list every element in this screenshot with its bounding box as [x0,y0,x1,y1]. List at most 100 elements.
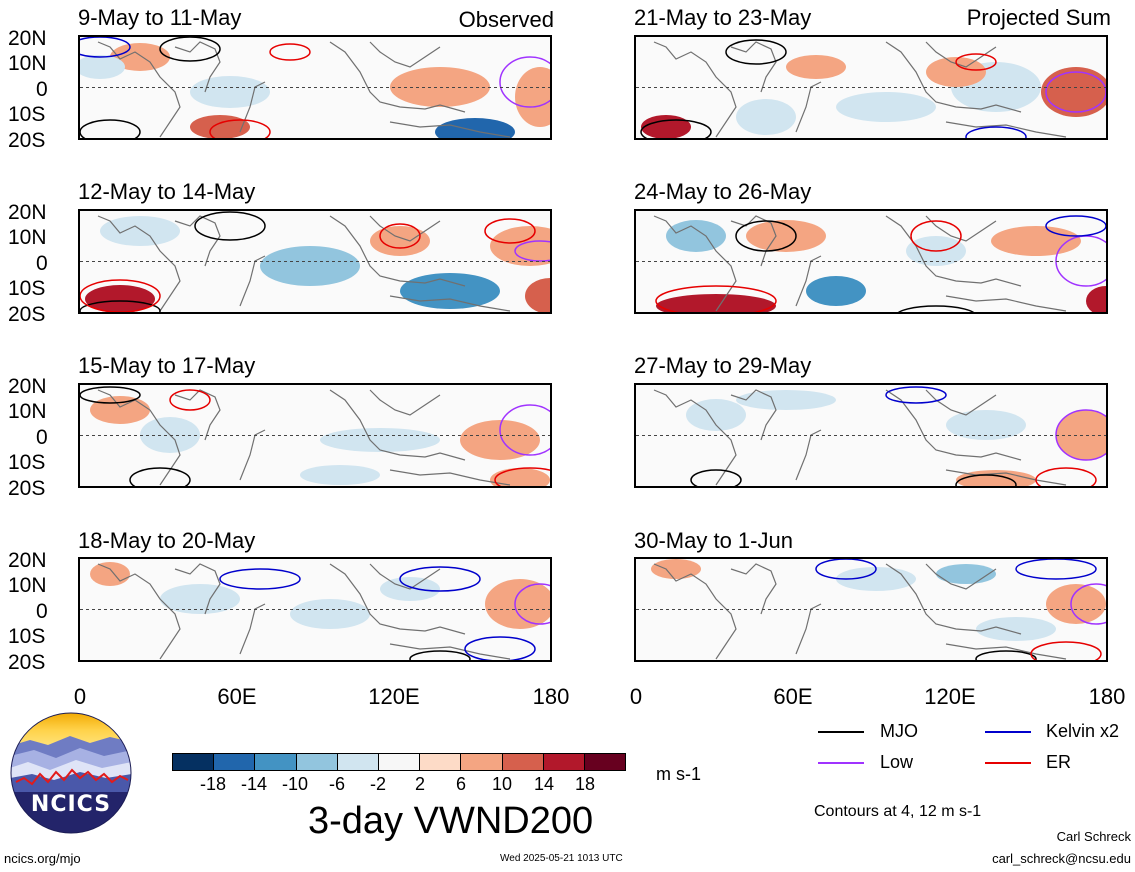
anomaly-shading [786,55,846,79]
coastline [239,429,266,481]
contour-line [80,386,141,404]
coastline [97,215,181,312]
lon-label-120e: 120E [924,684,976,709]
contour-line [269,43,311,61]
colorbar-tick: 2 [414,774,426,794]
coastline [885,389,1022,461]
map-panel-graphic [636,386,1106,486]
anomaly-shading [1046,584,1106,624]
colorbar-unit: m s-1 [656,764,701,784]
map-panel-graphic [636,39,1106,138]
anomaly-shading [806,276,866,306]
coastline [329,215,466,287]
map-panel [78,383,552,488]
coastline [369,563,441,590]
anomaly-shading [110,43,170,71]
coastline [730,41,777,93]
colorbar-tick: 6 [455,774,467,794]
contour-line [80,37,131,58]
contour-line [80,300,161,312]
contour-line [815,559,877,580]
lat-label-0: 0 [36,600,48,623]
right-panel-3-title: 27-May to 29-May [634,353,812,378]
contour-line [655,285,777,312]
coastline [369,41,441,68]
coastline [925,563,997,590]
lat-label-20n: 20N [8,375,47,398]
contour-line [464,636,536,660]
main-title: 3-day VWND200 [308,800,594,842]
coastline [329,389,466,461]
footer-email: carl_schreck@ncsu.edu [992,851,1131,866]
coastline [945,643,1067,660]
coastline [885,215,1022,287]
right-panel-1-title: 21-May to 23-May [634,5,812,30]
coastline [97,41,181,138]
map-panel [78,209,552,314]
contour-line [194,211,266,241]
coastline [329,563,466,635]
coastline [389,295,511,312]
coastline [369,389,441,416]
lon-label-120e: 120E [368,684,420,709]
map-panel-graphic [80,211,550,312]
lon-label-60e: 60E [217,684,257,709]
anomaly-shading [651,559,701,579]
colorbar-tick: -10 [281,774,309,794]
anomaly-shading [525,278,550,312]
coastline [795,429,822,481]
coastline [945,469,1067,486]
coastline [97,389,181,486]
coastline [389,469,511,486]
colorbar-swatch [377,754,420,770]
contour-line [965,126,1027,138]
legend-label-low: Low [880,752,914,772]
anomaly-shading [80,55,125,79]
lat-label-20n: 20N [8,549,47,572]
legend-label-mjo: MJO [880,721,918,741]
contour-line [514,583,550,625]
map-panel [634,35,1108,140]
contour-line [1045,71,1106,113]
legend-label-er: ER [1046,752,1072,772]
footer-author: Carl Schreck [1056,829,1131,844]
anomaly-shading [90,562,130,586]
coastline [389,121,511,138]
anomaly-shading [641,115,691,138]
contour-line [484,218,536,244]
contour-line [514,240,550,262]
contour-line [409,650,471,660]
logo-text: NCICS [30,792,112,817]
map-panel-graphic [80,37,550,138]
colorbar-swatch [460,754,502,770]
anomaly-shading [100,216,180,246]
contour-line [1035,467,1097,486]
coastline [925,41,997,68]
anomaly-shading [485,579,550,629]
right-panel-2-title: 24-May to 26-May [634,179,812,204]
map-panel [634,557,1108,662]
coastline [925,215,997,242]
colorbar-swatch [254,754,296,770]
contour-line [80,119,141,138]
colorbar-tick: 10 [491,774,513,794]
anomaly-shading [736,99,796,135]
anomaly-shading [686,399,746,431]
coastline [239,603,266,655]
colorbar-tick: -2 [369,774,387,794]
coastline [389,643,511,660]
coastline [239,255,266,307]
lat-label-0: 0 [36,426,48,449]
anomaly-shading [160,584,240,614]
lon-label-60e: 60E [773,684,813,709]
colorbar-tick: 14 [533,774,555,794]
left-panel-1-title: 9-May to 11-May [78,5,242,30]
anomaly-shading [85,285,155,312]
footer-timestamp: Wed 2025-05-21 1013 UTC [500,853,623,864]
coastline [795,255,822,307]
coastline [730,389,777,441]
anomaly-shading [400,273,500,309]
lat-label-20s: 20S [8,477,46,500]
contour-line [169,389,211,411]
anomaly-shading [746,220,826,252]
